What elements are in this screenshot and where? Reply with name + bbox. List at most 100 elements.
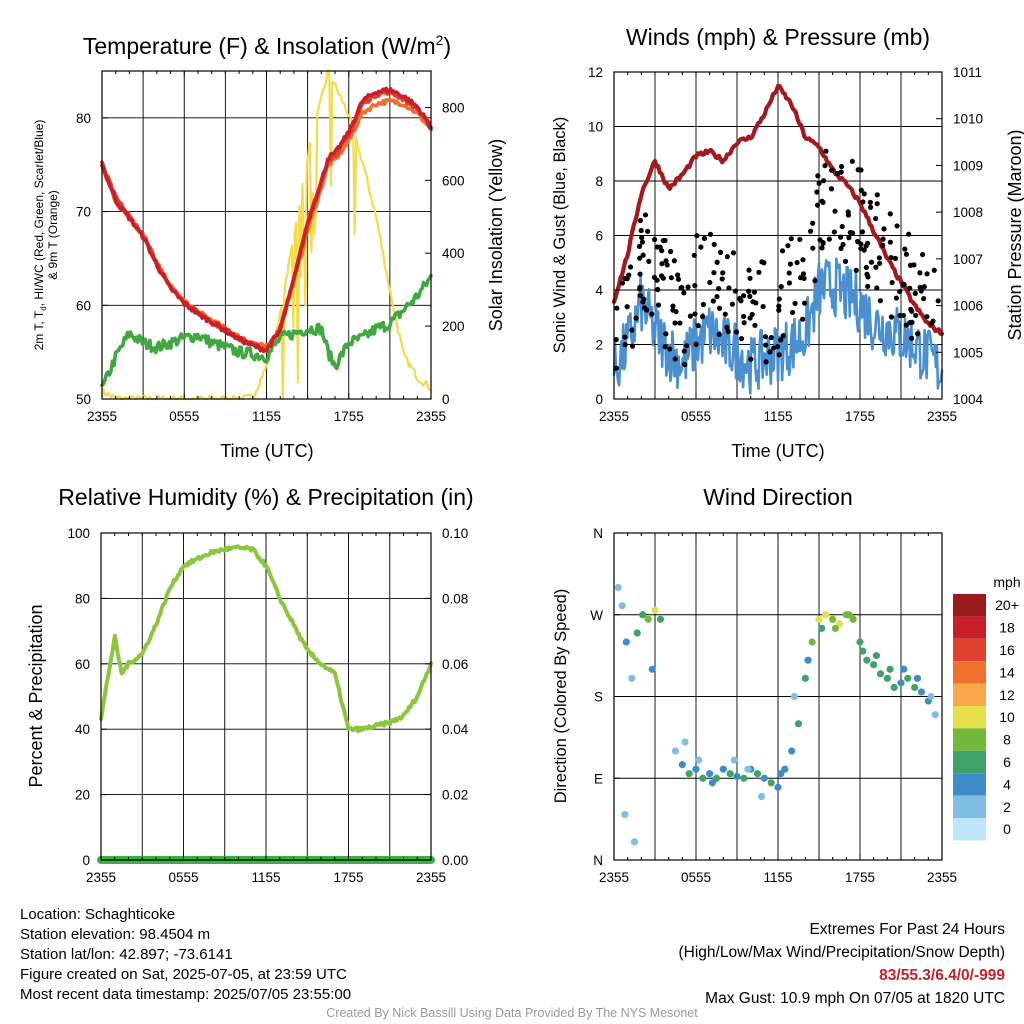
direction-point	[863, 656, 871, 664]
direction-point	[883, 674, 891, 682]
legend-swatch	[953, 795, 986, 818]
panel-direction: Wind Direction 2355 0555 1155 1755 2355 N E S W N…	[552, 484, 1021, 885]
gust-point	[726, 285, 732, 291]
gust-point	[724, 254, 730, 260]
temperature-series-line	[100, 273, 433, 388]
gust-point	[637, 217, 644, 224]
gust-point	[924, 271, 930, 277]
gust-point	[636, 243, 643, 249]
gust-point	[874, 285, 880, 291]
gust-point	[881, 226, 887, 232]
gust-point	[873, 264, 879, 270]
gust-point	[874, 201, 880, 207]
gust-point	[762, 334, 769, 340]
legend-swatch	[953, 773, 986, 796]
gust-point	[800, 257, 806, 263]
gust-point	[801, 300, 808, 306]
gust-point	[776, 352, 782, 358]
gust-point	[613, 365, 620, 371]
gust-point	[670, 303, 676, 309]
gust-point	[897, 288, 903, 295]
gust-point	[639, 235, 645, 241]
gust-point	[738, 298, 744, 304]
gust-point	[838, 169, 844, 175]
speed-legend: 20+ 18 16 14 12 10 8 6 4 2 0	[953, 594, 1019, 841]
winds-y2tick-label: 1007	[953, 252, 983, 267]
gust-point	[701, 235, 708, 241]
legend-label: 4	[1003, 776, 1011, 792]
gust-point	[778, 284, 784, 290]
temperature-ticks: 2355 0555 1155 1755 235550607080020040060080…	[76, 71, 465, 424]
gust-point	[912, 290, 918, 296]
gust-point	[900, 281, 906, 287]
direction-ytick-label: N	[593, 526, 603, 541]
gust-point	[693, 341, 699, 347]
gust-point	[692, 311, 698, 317]
gust-point	[637, 271, 643, 277]
gust-point	[663, 258, 669, 264]
gust-point	[756, 269, 762, 275]
gust-point	[642, 212, 649, 218]
panel-winds: Winds (mph) & Pressure (mb) 2355 0555 1155…	[551, 24, 1024, 461]
humidity-ytick-label: 20	[75, 788, 90, 803]
gust-point	[816, 180, 822, 186]
winds-ytick-label: 6	[595, 229, 603, 244]
direction-point	[897, 679, 905, 687]
direction-point	[777, 770, 785, 778]
gust-point	[913, 312, 919, 319]
gust-point	[858, 241, 864, 247]
gust-point	[730, 250, 737, 256]
gust-point	[671, 258, 677, 264]
direction-point	[845, 611, 853, 619]
gust-point	[786, 270, 792, 276]
legend-label: 0	[1003, 821, 1011, 837]
humidity-ylabel: Percent & Precipitation	[26, 604, 46, 787]
gust-point	[887, 211, 893, 217]
direction-grid	[614, 533, 942, 860]
direction-point	[794, 720, 803, 728]
gust-point	[893, 295, 899, 301]
gust-point	[682, 361, 688, 368]
gust-point	[894, 223, 900, 229]
winds-ytick-label: 2	[595, 338, 603, 353]
legend-swatch	[953, 750, 986, 774]
gust-point	[668, 248, 674, 255]
gust-point	[752, 322, 758, 328]
gust-point	[785, 243, 791, 249]
gust-point	[877, 260, 883, 266]
gust-point	[892, 255, 899, 262]
extremes-subtitle: (High/Low/Max Wind/Precipitation/Snow De…	[678, 944, 1006, 961]
direction-ytick-label: E	[594, 771, 603, 786]
direction-point	[726, 770, 734, 778]
gust-point	[778, 337, 784, 343]
extremes-info: Extremes For Past 24 Hours (High/Low/Max…	[679, 918, 1006, 1010]
direction-point	[633, 629, 641, 637]
winds-y2label: Station Pressure (Maroon)	[1005, 129, 1024, 340]
winds-y2tick-label: 1009	[953, 158, 983, 173]
gust-point	[775, 343, 781, 350]
direction-point	[656, 615, 665, 623]
gust-point	[845, 212, 852, 218]
extremes-title: Extremes For Past 24 Hours	[809, 921, 1005, 938]
gust-point	[717, 249, 724, 255]
legend-label: 8	[1003, 732, 1011, 748]
direction-point	[808, 638, 816, 646]
gust-point	[842, 258, 849, 264]
legend-swatch	[953, 661, 986, 684]
temperature-y2tick-label: 400	[442, 246, 465, 261]
gust-point	[673, 309, 679, 315]
gust-point	[900, 312, 906, 319]
gust-point	[641, 305, 648, 311]
station-location: Location: Schaghticoke	[20, 906, 176, 923]
gust-point	[740, 293, 747, 299]
gust-point	[749, 311, 755, 318]
gust-point	[685, 284, 691, 290]
direction-point	[760, 774, 768, 782]
gust-point	[853, 267, 859, 273]
gust-point	[797, 236, 803, 243]
gust-point	[614, 305, 620, 311]
direction-point	[900, 665, 908, 673]
gust-point	[903, 322, 909, 328]
winds-ytick-label: 10	[588, 120, 603, 135]
gust-point	[788, 236, 794, 242]
